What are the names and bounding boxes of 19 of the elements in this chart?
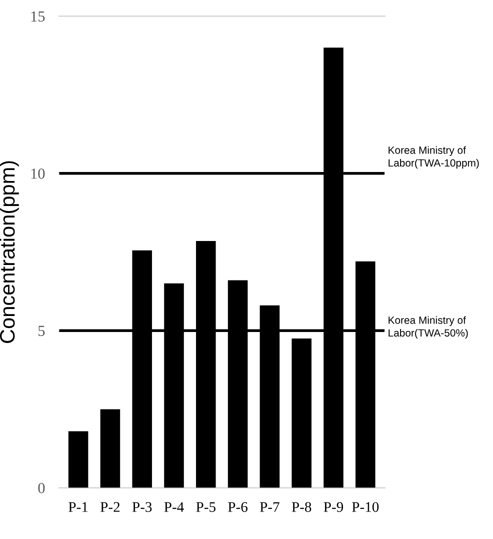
x-tick-label: P-6 (228, 502, 248, 512)
x-tick-label: P-4 (164, 502, 184, 512)
y-tick-label: 10 (31, 168, 45, 179)
bar (292, 338, 312, 488)
bar (68, 431, 88, 488)
ref-line-label: Korea Ministry of Labor(TWA-50%) (388, 316, 468, 339)
x-tick-label: P-5 (196, 502, 216, 512)
x-tick-label: P-9 (324, 502, 344, 512)
bar (100, 409, 120, 488)
ref-line-label: Korea Ministry of Labor(TWA-10ppm) (388, 146, 479, 169)
x-tick-label: P-8 (292, 502, 312, 512)
x-tick-label: P-10 (352, 502, 379, 512)
x-tick-label: P-3 (132, 502, 152, 512)
x-tick-label: P-1 (68, 502, 88, 512)
y-tick-label: 5 (38, 326, 45, 336)
y-tick-label: 15 (31, 11, 45, 22)
x-tick-label: P-7 (260, 502, 280, 512)
x-tick-label: P-2 (100, 502, 120, 512)
y-tick-label: 0 (38, 482, 45, 494)
